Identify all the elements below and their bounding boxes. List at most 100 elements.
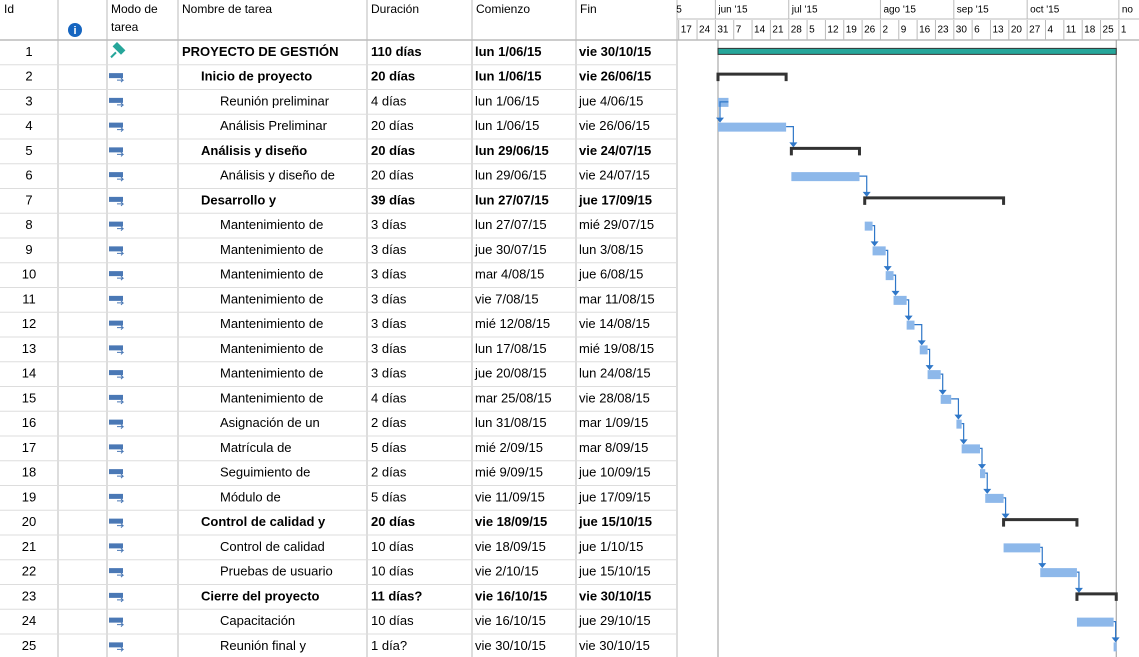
week-label: 5 bbox=[809, 25, 815, 36]
mode-icon-arrow bbox=[117, 77, 125, 83]
month-label: jun '15 bbox=[717, 5, 748, 16]
task-bar bbox=[885, 271, 894, 281]
row-id: 13 bbox=[22, 341, 36, 356]
task-name: Cierre del proyecto bbox=[201, 588, 320, 603]
task-bar bbox=[872, 246, 886, 256]
week-label: 11 bbox=[1066, 25, 1077, 36]
task-start: mié 2/09/15 bbox=[475, 440, 543, 455]
dependency-arrow bbox=[904, 315, 913, 321]
mode-icon-auto bbox=[109, 370, 123, 376]
task-name: Inicio de proyecto bbox=[201, 69, 312, 84]
dependency-arrow bbox=[925, 365, 934, 371]
task-finish: mar 1/09/15 bbox=[579, 415, 648, 430]
task-finish: vie 26/06/15 bbox=[579, 69, 651, 84]
task-name: Capacitación bbox=[220, 613, 295, 628]
task-bar bbox=[1040, 568, 1077, 578]
task-finish: vie 24/07/15 bbox=[579, 168, 650, 183]
task-name: Mantenimiento de bbox=[220, 316, 323, 331]
task-finish: jue 29/10/15 bbox=[578, 613, 651, 628]
task-name: PROYECTO DE GESTIÓN bbox=[182, 44, 339, 59]
task-start: vie 18/09/15 bbox=[475, 514, 547, 529]
task-duration: 3 días bbox=[371, 366, 407, 381]
mode-icon-arrow bbox=[117, 226, 125, 231]
mode-icon-auto bbox=[109, 345, 123, 351]
week-label: 1 bbox=[1121, 25, 1127, 36]
task-start: vie 16/10/15 bbox=[475, 613, 546, 628]
dependency-arrow bbox=[883, 266, 892, 272]
task-bar bbox=[1003, 543, 1041, 553]
week-label: 14 bbox=[754, 25, 766, 36]
task-start: lun 17/08/15 bbox=[475, 341, 547, 356]
week-label: 17 bbox=[681, 25, 693, 36]
mode-icon-auto bbox=[109, 320, 123, 326]
task-duration: 3 días bbox=[371, 316, 407, 331]
dependency-arrow bbox=[983, 488, 992, 494]
task-start: vie 11/09/15 bbox=[475, 489, 545, 504]
dependency-link bbox=[961, 423, 965, 444]
row-id: 15 bbox=[22, 390, 36, 405]
task-duration: 10 días bbox=[371, 564, 414, 579]
row-id: 3 bbox=[25, 93, 32, 108]
dependency-arrow bbox=[1111, 637, 1120, 643]
mode-icon-arrow bbox=[117, 350, 125, 355]
task-finish: jue 15/10/15 bbox=[578, 514, 652, 529]
row-id: 20 bbox=[22, 514, 36, 529]
dependency-link bbox=[940, 373, 944, 394]
dependency-link bbox=[927, 348, 931, 370]
dependency-link bbox=[859, 175, 868, 196]
dependency-arrow bbox=[891, 290, 900, 296]
week-label: 30 bbox=[956, 25, 968, 36]
week-label: 20 bbox=[1011, 25, 1023, 36]
task-start: lun 1/06/15 bbox=[475, 44, 541, 59]
month-label: ago '15 bbox=[883, 5, 916, 16]
task-duration: 4 días bbox=[371, 390, 407, 405]
task-finish: vie 30/10/15 bbox=[579, 638, 650, 653]
header-name: Nombre de tarea bbox=[182, 2, 272, 16]
week-label: 25 bbox=[1103, 25, 1115, 36]
task-duration: 10 días bbox=[371, 539, 414, 554]
mode-icon-arrow bbox=[117, 201, 125, 207]
task-bar bbox=[940, 394, 952, 404]
task-start: lun 27/07/15 bbox=[475, 217, 547, 232]
task-duration: 39 días bbox=[371, 192, 415, 207]
task-duration: 1 día? bbox=[371, 638, 407, 653]
week-label: 23 bbox=[937, 25, 949, 36]
mode-icon-auto bbox=[109, 568, 123, 574]
task-finish: jue 17/09/15 bbox=[578, 489, 651, 504]
row-id: 12 bbox=[22, 316, 36, 331]
dependency-link bbox=[980, 447, 983, 469]
task-bar bbox=[718, 122, 787, 132]
mode-icon-arrow bbox=[117, 647, 125, 652]
task-start: jue 30/07/15 bbox=[474, 242, 547, 257]
task-bar bbox=[919, 345, 928, 355]
row-id: 17 bbox=[22, 440, 36, 455]
task-finish: mié 19/08/15 bbox=[579, 341, 654, 356]
summary-bar bbox=[863, 196, 1006, 205]
task-finish: mar 8/09/15 bbox=[579, 440, 648, 455]
task-finish: vie 14/08/15 bbox=[579, 316, 650, 331]
task-name: Análisis y diseño de bbox=[220, 168, 335, 183]
mode-icon-auto bbox=[109, 518, 123, 524]
mode-icon-auto bbox=[109, 419, 123, 425]
mode-icon-arrow bbox=[117, 275, 125, 281]
mode-icon-arrow bbox=[117, 498, 125, 504]
task-bar bbox=[980, 469, 986, 479]
task-start: vie 30/10/15 bbox=[475, 638, 546, 653]
task-start: vie 16/10/15 bbox=[475, 588, 547, 603]
header-duration: Duración bbox=[371, 2, 419, 16]
mode-icon-arrow bbox=[117, 424, 125, 429]
task-name: Reunión preliminar bbox=[220, 93, 330, 108]
mode-icon-arrow bbox=[117, 473, 125, 479]
task-finish: vie 30/10/15 bbox=[579, 44, 651, 59]
dependency-link bbox=[719, 101, 729, 122]
dependency-arrow bbox=[789, 142, 798, 148]
week-label: 24 bbox=[699, 25, 711, 36]
task-bar bbox=[961, 444, 980, 454]
summary-bar bbox=[1075, 592, 1118, 601]
mode-icon-auto bbox=[109, 469, 123, 475]
task-start: vie 7/08/15 bbox=[475, 291, 539, 306]
row-id: 2 bbox=[25, 69, 32, 84]
dependency-arrow bbox=[954, 414, 963, 420]
